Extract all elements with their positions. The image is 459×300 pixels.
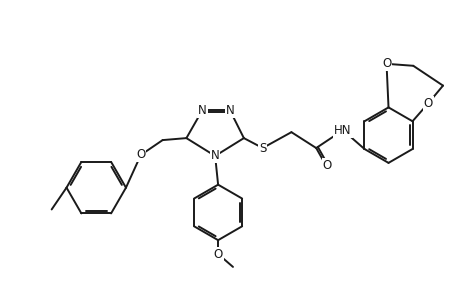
Text: HN: HN bbox=[334, 124, 351, 137]
Text: N: N bbox=[225, 104, 234, 117]
Text: N: N bbox=[197, 104, 206, 117]
Text: O: O bbox=[322, 159, 331, 172]
Text: O: O bbox=[213, 248, 222, 260]
Text: O: O bbox=[136, 148, 145, 161]
Text: N: N bbox=[210, 149, 219, 162]
Text: S: S bbox=[258, 142, 266, 154]
Text: O: O bbox=[381, 57, 390, 70]
Text: O: O bbox=[423, 97, 432, 110]
